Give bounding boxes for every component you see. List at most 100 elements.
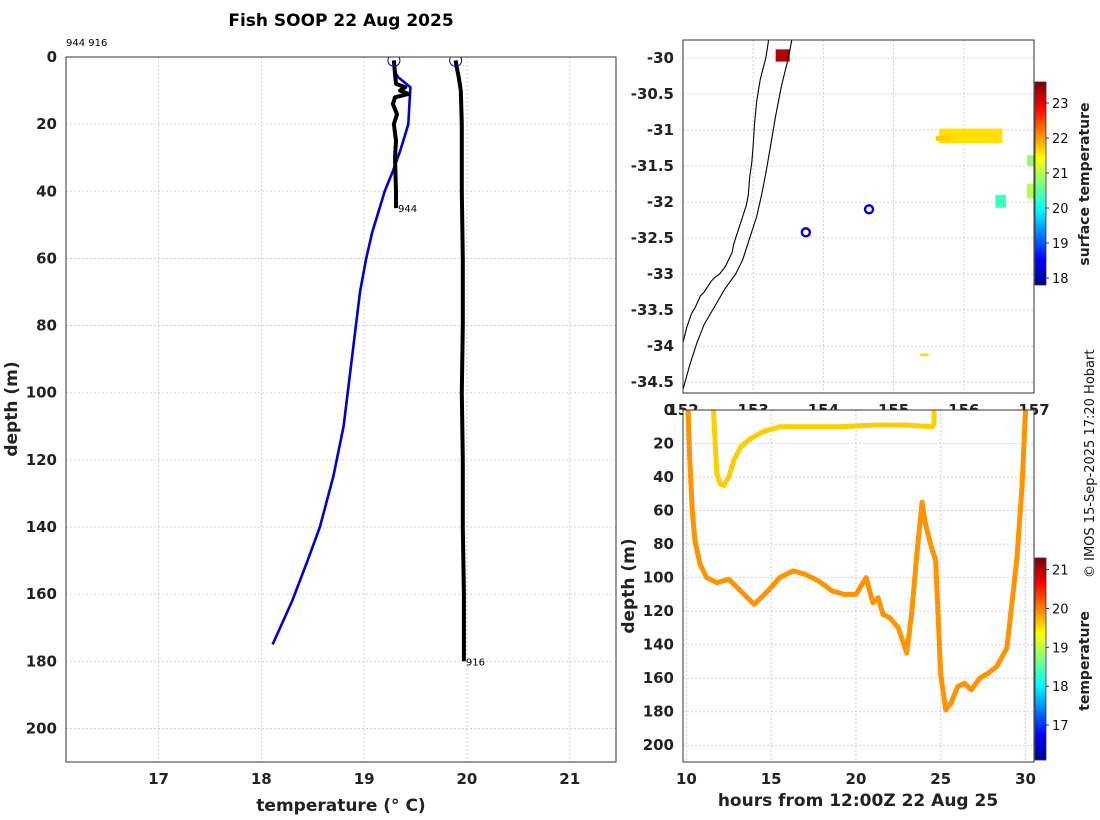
sst-patch (995, 194, 1006, 208)
shelf-edge-contour (683, 40, 793, 390)
colorbar-tick-label: 22 (1052, 132, 1069, 147)
section-y-tick-label: 120 (643, 602, 674, 620)
section-series (685, 410, 1028, 713)
section-grid (683, 409, 1034, 762)
x-tick-label: 17 (148, 770, 169, 788)
sst-patch (935, 135, 950, 141)
y-tick-label: 180 (26, 652, 57, 670)
y-tick-label: 40 (36, 182, 57, 200)
series-line-blue-profile (271, 60, 412, 646)
map-lat-tick-label: -33 (647, 265, 674, 283)
section-y-tick-label: 180 (643, 703, 674, 721)
colorbar-tick-label: 21 (1052, 564, 1069, 579)
section-xlabel: hours from 12:00Z 22 Aug 25 (718, 791, 998, 811)
colorbar-tick-label: 20 (1052, 603, 1069, 618)
x-tick-label: 19 (354, 770, 375, 788)
section-y-tick-label: 100 (643, 569, 674, 587)
section-y-tick-label: 140 (643, 636, 674, 654)
y-tick-label: 80 (36, 317, 57, 335)
colorbar-tick-label: 18 (1052, 272, 1069, 287)
profile-plot-frame (65, 56, 617, 763)
x-tick-label: 21 (559, 770, 580, 788)
sst-map: 152153154155156157-30-30.5-31-31.5-32-32… (631, 39, 1093, 419)
sst-colorbar-ticks: 18 19 20 21 22 23 (1046, 97, 1069, 287)
profile-series: 944 916 (271, 57, 485, 668)
section-y-tick-label: 0 (664, 401, 674, 419)
section-ticks: 10 15 20 25 30 0 20 40 60 80 100 120 140 160 180 200 (643, 401, 1036, 788)
sst-patch (920, 353, 929, 357)
map-lat-tick-label: -30 (647, 49, 674, 67)
colorbar-tick-label: 21 (1052, 167, 1069, 182)
colorbar-tick-label: 18 (1052, 680, 1069, 695)
map-lat-tick-label: -32.5 (631, 229, 674, 247)
section-y-tick-label: 200 (643, 736, 674, 754)
y-tick-label: 140 (26, 518, 57, 536)
profile-xlabel: temperature (° C) (256, 796, 425, 816)
temperature-colorbar-label: temperature (1077, 611, 1093, 711)
section-ylabel: depth (m) (619, 538, 639, 633)
series-line-profile-916 (453, 60, 466, 662)
profile-ids-label: 944 916 (66, 38, 107, 49)
sst-colorbar-label: surface temperature (1077, 102, 1093, 265)
section-y-tick-label: 80 (653, 535, 674, 553)
sst-map-frame (682, 39, 1035, 394)
profile-plot-ticks: 17 18 19 20 21 0 20 40 60 80 100 120 140 160 180 200 (26, 48, 580, 788)
section-y-tick-label: 160 (643, 669, 674, 687)
section-x-tick-label: 25 (930, 770, 951, 788)
map-lat-tick-label: -33.5 (631, 301, 674, 319)
series-line-profile-944 (390, 60, 411, 209)
sst-patch (1026, 184, 1034, 199)
colorbar-tick-label: 19 (1052, 641, 1069, 656)
y-tick-label: 20 (36, 115, 57, 133)
temperature-colorbar-ticks: 17 18 19 20 21 (1046, 564, 1069, 734)
section-x-tick-label: 30 (1015, 770, 1036, 788)
colorbar-tick-label: 20 (1052, 202, 1069, 217)
section-track-tow-2 (685, 410, 1028, 713)
sst-map-content (683, 40, 1034, 390)
x-tick-label: 18 (251, 770, 272, 788)
series-end-label: 944 (398, 204, 417, 215)
sst-patch (1026, 155, 1034, 167)
profile-ylabel: depth (m) (2, 361, 22, 456)
y-tick-label: 60 (36, 249, 57, 267)
colorbar-tick-label: 19 (1052, 237, 1069, 252)
profile-position-marker (863, 204, 875, 215)
section-y-tick-label: 20 (653, 435, 674, 453)
y-tick-label: 160 (26, 585, 57, 603)
credit-text: © IMOS 15-Sep-2025 17:20 Hobart (1083, 350, 1098, 578)
section-y-tick-label: 60 (653, 502, 674, 520)
map-lat-tick-label: -34.5 (631, 373, 674, 391)
map-lat-tick-label: -31.5 (631, 157, 674, 175)
sst-patch (775, 49, 790, 62)
section-x-tick-label: 15 (761, 770, 782, 788)
section-y-tick-label: 40 (653, 468, 674, 486)
x-tick-label: 20 (456, 770, 477, 788)
profile-start-marker (449, 57, 463, 67)
profile-plot-grid (66, 56, 616, 762)
section-frame (682, 409, 1035, 763)
figure-title: Fish SOOP 22 Aug 2025 (228, 11, 453, 31)
map-lat-tick-label: -32 (647, 193, 674, 211)
series-end-label: 916 (466, 657, 485, 668)
sst-map-background (683, 40, 1034, 393)
colorbar-tick-label: 17 (1052, 719, 1069, 734)
map-lat-tick-label: -31 (647, 121, 674, 139)
map-lat-tick-label: -30.5 (631, 85, 674, 103)
time-depth-section: 10 15 20 25 30 0 20 40 60 80 100 120 140 160 180 200 ho… (619, 401, 1093, 811)
profile-plot-background (66, 57, 616, 762)
sst-colorbar (1034, 81, 1047, 286)
section-x-tick-label: 10 (676, 770, 697, 788)
colorbar-tick-label: 23 (1052, 97, 1069, 112)
y-tick-label: 200 (26, 719, 57, 737)
map-lat-tick-label: -34 (647, 337, 674, 355)
y-tick-label: 100 (26, 384, 57, 402)
section-x-tick-label: 20 (846, 770, 867, 788)
profile-position-marker (800, 227, 812, 238)
y-tick-label: 120 (26, 451, 57, 469)
y-tick-label: 0 (47, 48, 57, 66)
section-track-tow-1 (711, 410, 937, 488)
coastline (683, 40, 770, 343)
sst-patch (939, 128, 1003, 144)
temperature-colorbar (1034, 557, 1047, 761)
